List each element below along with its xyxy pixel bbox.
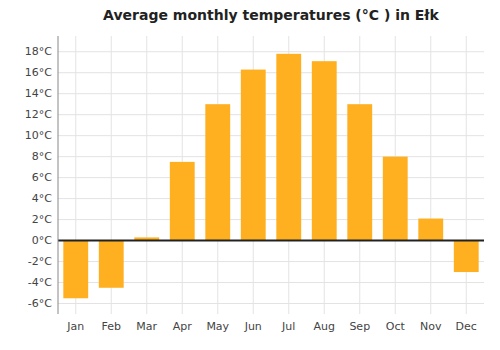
- x-grid-line: [430, 36, 431, 314]
- chart-svg: -6°C -4°C -2°C 0°C 2°C 4°C 6°C 8°C 10°C 12°C 14°C 1…: [0, 0, 500, 350]
- bar: [312, 61, 337, 240]
- bar: [383, 157, 408, 241]
- bar: [276, 54, 301, 241]
- x-tick-label: Nov: [420, 320, 442, 333]
- y-grid-line: [58, 93, 484, 94]
- bars: [63, 54, 478, 298]
- y-tick-label: -6°C: [28, 297, 52, 310]
- y-tick-label: 16°C: [25, 66, 52, 79]
- y-grid-line: [58, 198, 484, 199]
- y-grid-line: [58, 240, 484, 241]
- y-tick-label: 6°C: [32, 171, 52, 184]
- x-tick-label: May: [206, 320, 229, 333]
- zero-line: [58, 240, 484, 242]
- y-tick-label: 0°C: [32, 234, 52, 247]
- y-grid-line: [58, 177, 484, 178]
- y-tick-label: -2°C: [28, 255, 52, 268]
- x-grid-line: [466, 36, 467, 314]
- x-tick-label: Sep: [349, 320, 370, 333]
- x-tick-label: Oct: [386, 320, 406, 333]
- x-tick-label: Jan: [66, 320, 84, 333]
- x-tick-label: Apr: [173, 320, 193, 333]
- bar: [454, 241, 479, 272]
- x-axis: Jan Feb Mar Apr May Jun Jul Aug Sep Oct Nov Dec: [66, 320, 477, 333]
- y-tick-label: 10°C: [25, 129, 52, 142]
- y-grid-line: [58, 156, 484, 157]
- y-grid-line: [58, 51, 484, 52]
- x-tick-label: Aug: [314, 320, 335, 333]
- y-grid-line: [58, 135, 484, 136]
- y-tick-label: 8°C: [32, 150, 52, 163]
- y-grid-line: [58, 72, 484, 73]
- y-grid-line: [58, 114, 484, 115]
- x-grid-line: [146, 36, 147, 314]
- title: Average monthly temperatures (°C ) in Eł…: [103, 7, 439, 23]
- y-tick-label: -4°C: [28, 276, 52, 289]
- bar: [347, 104, 372, 240]
- y-axis: -6°C -4°C -2°C 0°C 2°C 4°C 6°C 8°C 10°C 12°C 14°C 1…: [25, 45, 52, 310]
- x-tick-label: Jul: [281, 320, 295, 333]
- x-tick-label: Mar: [136, 320, 157, 333]
- bar: [418, 219, 443, 241]
- y-grid-line: [58, 303, 484, 304]
- bar: [99, 241, 124, 288]
- y-axis-line: [58, 36, 59, 314]
- y-tick-label: 14°C: [25, 87, 52, 100]
- bar: [205, 104, 230, 240]
- y-tick-label: 2°C: [32, 213, 52, 226]
- y-tick-label: 12°C: [25, 108, 52, 121]
- bar: [170, 162, 195, 241]
- bar: [63, 241, 88, 299]
- chart-container: -6°C -4°C -2°C 0°C 2°C 4°C 6°C 8°C 10°C 12°C 14°C 1…: [0, 0, 500, 350]
- y-tick-label: 4°C: [32, 192, 52, 205]
- x-tick-label: Dec: [456, 320, 477, 333]
- x-tick-label: Jun: [244, 320, 262, 333]
- x-tick-label: Feb: [102, 320, 121, 333]
- y-tick-label: 18°C: [25, 45, 52, 58]
- bar: [241, 70, 266, 241]
- grid: [58, 36, 484, 314]
